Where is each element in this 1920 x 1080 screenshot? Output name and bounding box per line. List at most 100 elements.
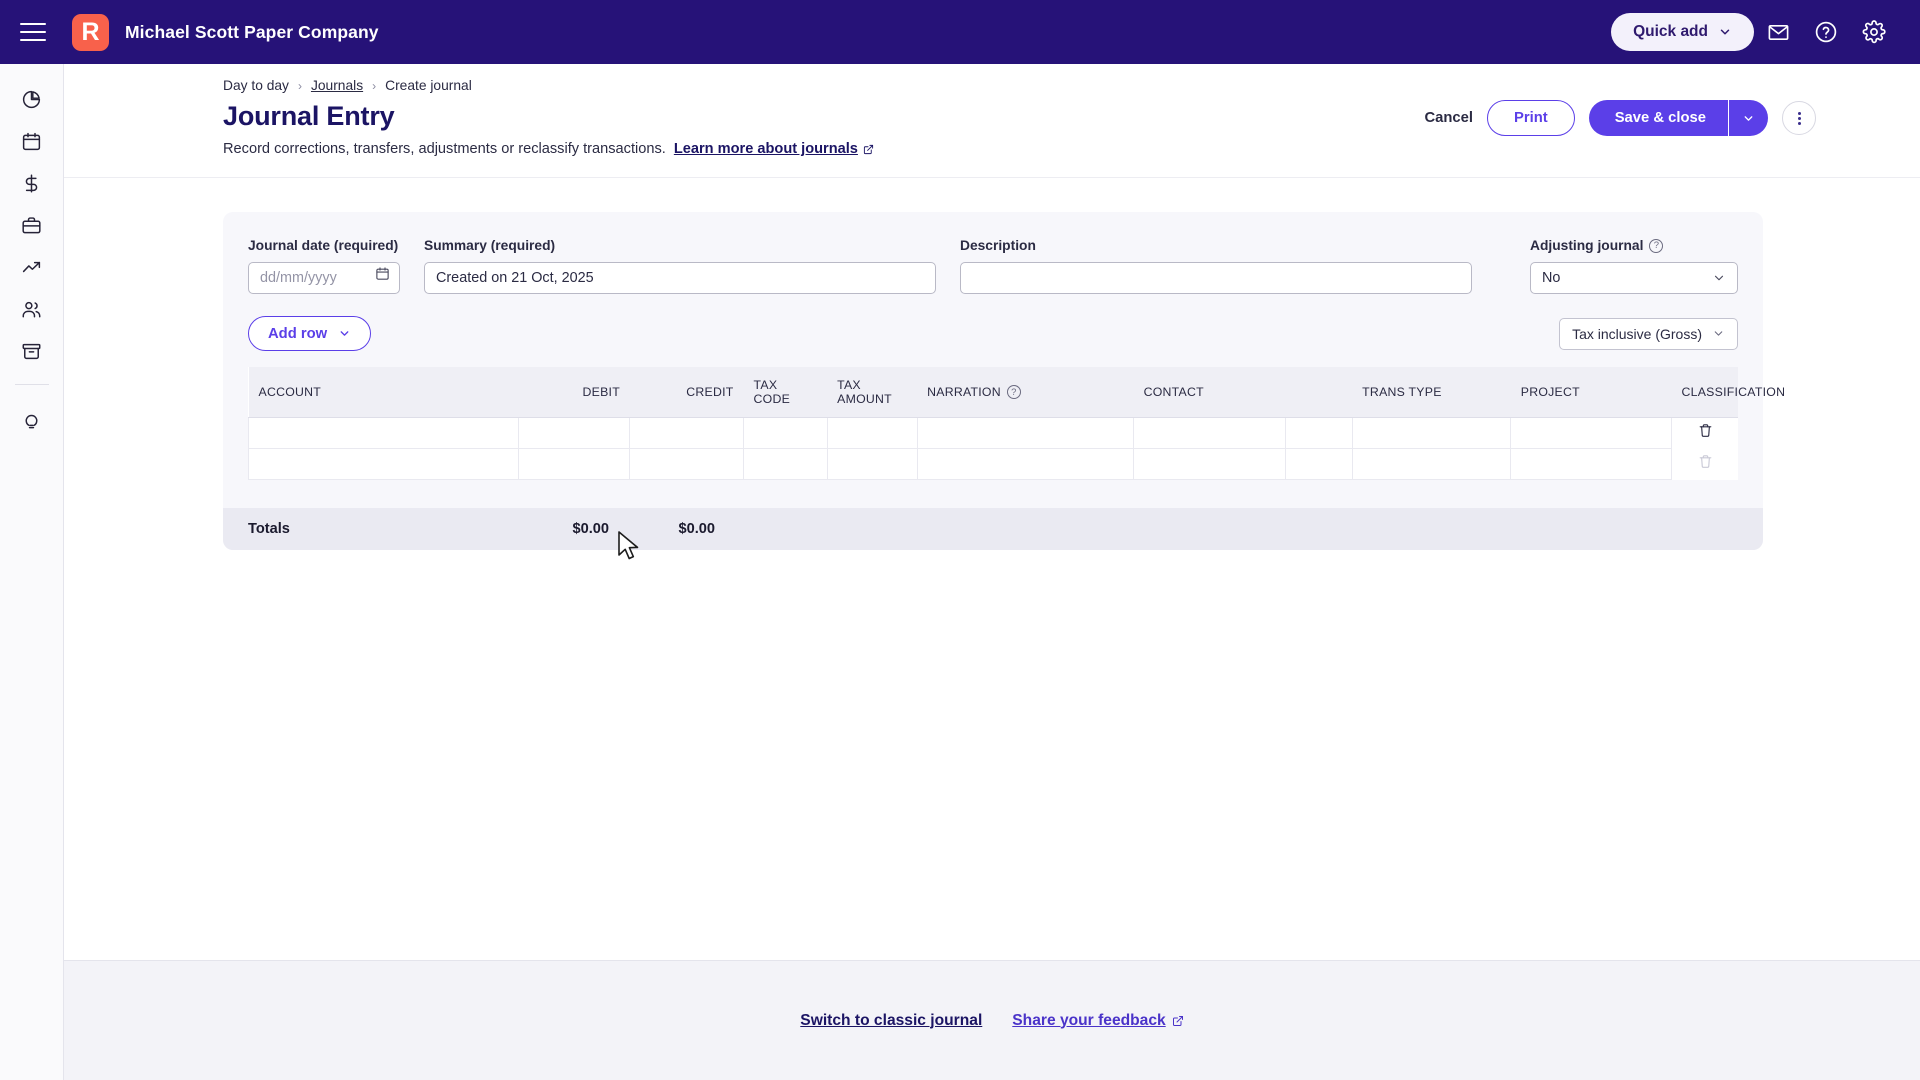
column-header-account[interactable]: ACCOUNT [248, 367, 519, 418]
calendar-icon [22, 132, 41, 150]
cell-tax-code[interactable] [743, 448, 828, 480]
column-header-tax-code[interactable]: TAX CODE [743, 367, 828, 418]
help-circle-icon[interactable]: ? [1006, 385, 1021, 399]
description-input[interactable] [960, 262, 1472, 294]
table-header-row: ACCOUNT DEBIT CREDIT TAX CODE TAX AMOUNT… [248, 367, 1785, 418]
cell-debit[interactable] [518, 448, 631, 480]
chevron-down-icon [340, 331, 349, 336]
breadcrumb-item-0[interactable]: Day to day [223, 78, 289, 93]
external-link-icon [1172, 1015, 1183, 1026]
column-header-classification[interactable]: CLASSIFICATION [1671, 367, 1785, 418]
sidebar-item-money[interactable] [8, 162, 56, 204]
sidebar-item-contacts[interactable] [8, 288, 56, 330]
journal-entry-card: Journal date (required) Summary (require… [223, 212, 1785, 550]
breadcrumb-separator: › [297, 78, 302, 93]
adjusting-journal-select[interactable]: No [1530, 262, 1738, 294]
column-label: ACCOUNT [258, 385, 322, 399]
column-label: NARRATION [927, 385, 1001, 399]
adjusting-journal-label-text: Adjusting journal [1530, 238, 1644, 253]
sidebar-item-business[interactable] [8, 204, 56, 246]
gear-icon[interactable] [1850, 8, 1898, 56]
description-label: Description [960, 238, 1036, 253]
column-header-tax-amount[interactable]: TAX AMOUNT [827, 367, 918, 418]
switch-to-classic-journal-link[interactable]: Switch to classic journal [800, 1011, 983, 1029]
cell-credit[interactable] [629, 417, 745, 449]
trending-up-icon [22, 261, 41, 272]
cell-debit[interactable] [518, 417, 631, 449]
sidebar-item-dashboard[interactable] [8, 78, 56, 120]
page-subtitle-text: Record corrections, transfers, adjustmen… [223, 141, 666, 157]
breadcrumb-item-2: Create journal [385, 78, 472, 93]
sidebar-item-day-to-day[interactable] [8, 120, 56, 162]
page-title: Journal Entry [223, 101, 395, 131]
dot [1797, 111, 1801, 115]
learn-more-link[interactable]: Learn more about journals [674, 141, 874, 157]
trash-icon [1699, 455, 1711, 468]
sidebar-item-products[interactable] [8, 330, 56, 372]
totals-debit-value: $0.00 [572, 521, 609, 537]
column-label: TRANS TYPE [1362, 385, 1442, 399]
cell-spacer [1285, 417, 1353, 449]
topbar-actions: Quick add [1611, 8, 1898, 56]
top-navigation-bar: R Michael Scott Paper Company Quick add [0, 0, 1920, 64]
column-header-debit[interactable]: DEBIT [518, 367, 630, 418]
cell-contact[interactable] [1133, 417, 1287, 449]
share-feedback-footer-link[interactable]: Share your feedback [1012, 1012, 1183, 1030]
column-header-contact[interactable]: CONTACT [1133, 367, 1286, 418]
learn-more-label: Learn more about journals [673, 141, 858, 157]
column-header-narration[interactable]: NARRATION? [917, 367, 1134, 418]
cell-narration[interactable] [916, 448, 1135, 480]
quick-add-label: Quick add [1633, 23, 1708, 40]
table-row[interactable] [247, 448, 1738, 480]
column-header-credit[interactable]: CREDIT [629, 367, 744, 418]
left-sidebar [0, 64, 64, 1080]
summary-field: Summary (required) [424, 238, 936, 294]
add-row-label: Add row [268, 325, 328, 342]
help-icon[interactable] [1802, 8, 1850, 56]
cell-project[interactable] [1510, 448, 1672, 480]
save-and-close-button[interactable]: Save & close [1588, 100, 1728, 136]
cell-account[interactable] [247, 448, 520, 480]
column-header-project[interactable]: PROJECT [1510, 367, 1672, 418]
cell-tax-amount[interactable] [826, 417, 918, 449]
cell-tax-code[interactable] [743, 417, 828, 449]
cell-trans-type[interactable] [1351, 448, 1512, 480]
delete-row-button[interactable] [1671, 417, 1738, 449]
column-label: DEBIT [582, 385, 620, 399]
more-options-button[interactable] [1782, 101, 1816, 135]
archive-box-icon [22, 343, 41, 359]
cancel-button[interactable]: Cancel [1424, 110, 1473, 126]
column-header-trans-type[interactable]: TRANS TYPE [1352, 367, 1511, 418]
chevron-down-icon [1714, 331, 1723, 336]
cell-account[interactable] [247, 417, 520, 449]
cell-tax-amount[interactable] [826, 448, 918, 480]
tax-mode-select[interactable]: Tax inclusive (Gross) [1559, 317, 1738, 350]
cell-trans-type[interactable] [1351, 417, 1512, 449]
column-label: CLASSIFICATION [1681, 385, 1786, 399]
trash-icon [1699, 424, 1711, 438]
print-button[interactable]: Print [1486, 100, 1575, 136]
share-feedback-footer-label: Share your feedback [1012, 1011, 1166, 1029]
column-header-spacer [1285, 367, 1353, 418]
pie-chart-icon [22, 90, 41, 108]
add-row-button[interactable]: Add row [248, 316, 372, 351]
summary-input[interactable] [424, 262, 936, 294]
cell-credit[interactable] [629, 448, 745, 480]
sidebar-item-reporting[interactable] [8, 246, 56, 288]
sidebar-item-insights[interactable] [8, 399, 56, 441]
mail-icon[interactable] [1754, 8, 1802, 56]
cell-project[interactable] [1510, 417, 1672, 449]
delete-row-button[interactable] [1671, 448, 1738, 480]
cell-narration[interactable] [916, 417, 1135, 449]
quick-add-button[interactable]: Quick add [1611, 13, 1754, 51]
lightbulb-icon [25, 414, 38, 428]
journal-date-input[interactable] [248, 262, 400, 294]
hamburger-menu-icon[interactable] [20, 23, 46, 41]
table-row[interactable] [247, 417, 1738, 449]
help-circle-icon[interactable]: ? [1649, 238, 1664, 253]
cell-contact[interactable] [1133, 448, 1287, 480]
cell-spacer [1285, 448, 1353, 480]
save-options-dropdown-button[interactable] [1728, 100, 1768, 136]
column-label: TAX AMOUNT [837, 378, 892, 406]
breadcrumb-item-1[interactable]: Journals [310, 78, 364, 93]
